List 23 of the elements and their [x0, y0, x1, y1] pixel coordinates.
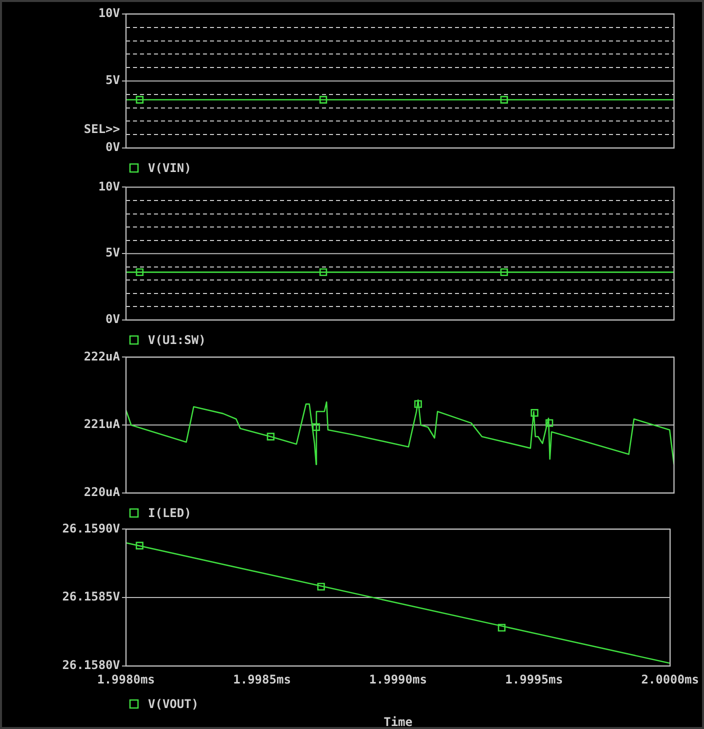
y-tick-label: 10V: [98, 179, 120, 194]
legend-label: I(LED): [148, 506, 192, 520]
y-tick-label: 0V: [106, 312, 120, 326]
legend-label: V(VOUT): [148, 697, 199, 712]
y-tick-label: 26.1580V: [62, 658, 120, 672]
legend-label: V(U1:SW): [148, 333, 206, 348]
y-tick-label: 5V: [106, 246, 120, 260]
x-tick-label: 1.9995ms: [505, 672, 563, 686]
x-tick-label: 1.9985ms: [233, 672, 291, 686]
y-tick-label: 222uA: [84, 349, 121, 364]
x-tick-label: 1.9980ms: [97, 672, 155, 686]
x-axis-title: Time: [384, 715, 413, 729]
y-tick-label: 221uA: [84, 417, 121, 432]
y-tick-label: 5V: [106, 73, 120, 88]
x-tick-label: 1.9990ms: [369, 672, 427, 686]
y-tick-label: 220uA: [84, 485, 121, 500]
y-tick-label: 26.1585V: [62, 590, 120, 604]
text: SEL>>: [84, 122, 120, 136]
y-tick-label: 0V: [106, 140, 120, 154]
x-tick-label: 2.0000ms: [641, 672, 699, 686]
legend-label: V(VIN): [148, 161, 192, 176]
y-tick-label: 10V: [98, 6, 120, 20]
y-tick-label: 26.1590V: [62, 521, 120, 536]
